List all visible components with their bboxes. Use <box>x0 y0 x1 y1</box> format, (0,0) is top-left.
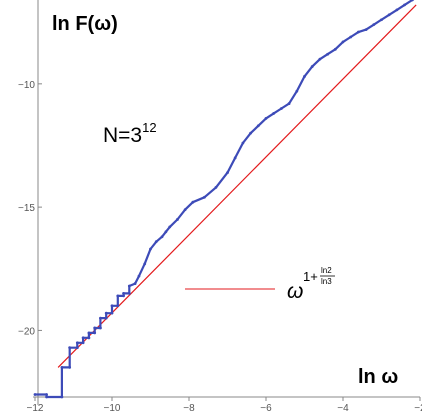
data-point <box>154 240 158 244</box>
data-point <box>249 131 253 135</box>
data-point <box>214 186 218 189</box>
data-point <box>318 57 322 61</box>
data-point <box>81 341 85 345</box>
data-point <box>60 395 64 399</box>
data-point <box>110 304 114 308</box>
x-tick-label: −4 <box>337 403 349 414</box>
data-point <box>68 346 72 350</box>
data-point <box>122 292 125 295</box>
data-point <box>87 331 91 335</box>
data-point <box>233 156 237 160</box>
data-point <box>341 40 345 44</box>
data-point <box>99 326 102 330</box>
data-point <box>326 52 329 56</box>
data-point <box>75 341 79 345</box>
data-point <box>272 112 276 115</box>
data-point <box>122 294 125 298</box>
data-point <box>60 366 64 369</box>
data-point <box>160 235 164 239</box>
y-axis-title: ln F(ω) <box>52 13 118 35</box>
data-point <box>116 294 120 298</box>
legend-exponent-prefix: 1+ <box>303 269 318 284</box>
data-point <box>93 326 97 330</box>
legend-fraction-numerator: ln2 <box>321 266 332 275</box>
data-point <box>168 225 172 229</box>
data-point <box>99 316 102 320</box>
data-point <box>333 47 337 51</box>
x-tick-label: −10 <box>104 403 121 414</box>
data-point <box>149 247 152 251</box>
data-point <box>387 13 391 17</box>
data-point <box>226 171 229 175</box>
data-point <box>364 28 368 31</box>
data-point <box>191 200 195 204</box>
data-point <box>403 3 406 7</box>
data-point <box>116 304 120 308</box>
x-axis-title: ln ω <box>358 366 398 388</box>
y-tick-label: −20 <box>18 326 35 337</box>
data-point <box>104 311 108 315</box>
data-point <box>203 195 206 199</box>
data-point <box>81 336 85 340</box>
data-point <box>164 230 168 234</box>
data-point <box>310 65 314 68</box>
data-point <box>137 274 141 278</box>
data-point <box>380 18 383 22</box>
data-point <box>127 284 131 288</box>
data-point <box>87 336 91 340</box>
x-tick-label: −6 <box>260 403 272 414</box>
data-point <box>183 208 187 211</box>
y-tick-label: −15 <box>18 203 35 214</box>
y-tick-label: −10 <box>18 80 35 91</box>
legend-base: ω <box>287 280 303 303</box>
data-point <box>280 107 283 110</box>
data-point <box>349 35 353 39</box>
data-point <box>143 262 147 266</box>
data-point <box>287 102 291 105</box>
data-point <box>45 393 48 396</box>
x-tick-label: −2 <box>414 403 422 414</box>
data-point <box>295 89 299 93</box>
legend: ω 1+ ln2 ln3 <box>185 266 335 303</box>
data-point <box>93 331 97 335</box>
x-tick-label: −8 <box>183 403 195 414</box>
data-point <box>241 141 245 145</box>
x-tick-label: −12 <box>27 403 44 414</box>
data-series-group <box>33 0 415 399</box>
data-point <box>410 0 414 2</box>
data-point <box>127 292 131 295</box>
data-point <box>45 395 48 399</box>
legend-fraction-denominator: ln3 <box>321 277 332 286</box>
data-point <box>357 30 360 34</box>
data-point <box>104 316 108 320</box>
data-point <box>256 124 260 128</box>
annotation-N-exponent: 12 <box>142 120 156 135</box>
data-point <box>110 311 114 315</box>
annotation-N: N=312 <box>103 120 157 147</box>
data-point <box>75 346 79 350</box>
data-point <box>68 366 72 369</box>
data-point <box>303 75 306 78</box>
data-point <box>372 23 376 27</box>
data-point <box>176 218 179 221</box>
data-point <box>264 116 268 120</box>
data-point <box>133 282 137 285</box>
ticks: −12 −10 −8 −6 −4 −2 −20 −15 −10 <box>18 80 422 414</box>
data-point <box>33 393 37 396</box>
annotation-N-base: N=3 <box>103 124 142 147</box>
data-point <box>395 8 399 12</box>
